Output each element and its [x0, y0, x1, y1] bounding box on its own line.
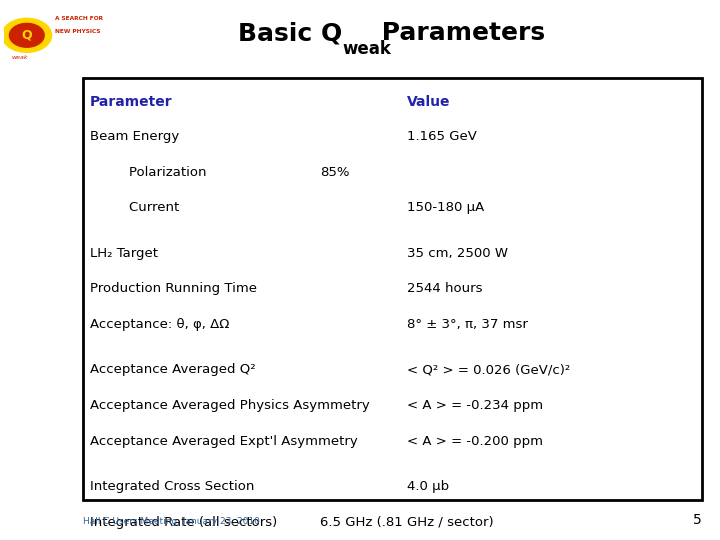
Text: 4.0 μb: 4.0 μb: [407, 480, 449, 493]
Text: Beam Energy: Beam Energy: [90, 130, 179, 143]
Text: < A > = -0.200 ppm: < A > = -0.200 ppm: [407, 435, 543, 448]
Text: 150-180 μA: 150-180 μA: [407, 201, 484, 214]
Text: Integrated Rate (all sectors): Integrated Rate (all sectors): [90, 516, 277, 529]
Circle shape: [2, 18, 52, 52]
Text: 6.5 GHz (.81 GHz / sector): 6.5 GHz (.81 GHz / sector): [320, 516, 494, 529]
Text: 8° ± 3°, π, 37 msr: 8° ± 3°, π, 37 msr: [407, 318, 528, 331]
Text: Acceptance Averaged Expt'l Asymmetry: Acceptance Averaged Expt'l Asymmetry: [90, 435, 358, 448]
Text: < A > = -0.234 ppm: < A > = -0.234 ppm: [407, 399, 543, 412]
Text: Basic Q: Basic Q: [238, 22, 342, 45]
Text: Q: Q: [22, 29, 32, 42]
Text: 85%: 85%: [320, 166, 350, 179]
Text: 1.165 GeV: 1.165 GeV: [407, 130, 477, 143]
Text: Current: Current: [112, 201, 179, 214]
Text: < Q² > = 0.026 (GeV/c)²: < Q² > = 0.026 (GeV/c)²: [407, 363, 570, 376]
Text: Hall C Users Meeting, January 23, 2010: Hall C Users Meeting, January 23, 2010: [83, 517, 260, 526]
Text: A SEARCH FOR: A SEARCH FOR: [55, 16, 103, 21]
Text: LH₂ Target: LH₂ Target: [90, 247, 158, 260]
Text: Parameters: Parameters: [373, 22, 545, 45]
Text: weak: weak: [342, 40, 391, 58]
FancyBboxPatch shape: [83, 78, 702, 500]
Text: Value: Value: [407, 94, 450, 109]
Text: Parameter: Parameter: [90, 94, 173, 109]
Text: Acceptance Averaged Physics Asymmetry: Acceptance Averaged Physics Asymmetry: [90, 399, 370, 412]
Circle shape: [9, 23, 44, 47]
Text: 2544 hours: 2544 hours: [407, 282, 482, 295]
Text: Polarization: Polarization: [112, 166, 206, 179]
Text: 35 cm, 2500 W: 35 cm, 2500 W: [407, 247, 508, 260]
Text: Integrated Cross Section: Integrated Cross Section: [90, 480, 254, 493]
Text: Acceptance Averaged Q²: Acceptance Averaged Q²: [90, 363, 256, 376]
Text: NEW PHYSICS: NEW PHYSICS: [55, 29, 100, 35]
Text: Production Running Time: Production Running Time: [90, 282, 257, 295]
Text: weak: weak: [12, 56, 28, 60]
Text: 5: 5: [693, 512, 702, 526]
Text: Acceptance: θ, φ, ΔΩ: Acceptance: θ, φ, ΔΩ: [90, 318, 230, 331]
